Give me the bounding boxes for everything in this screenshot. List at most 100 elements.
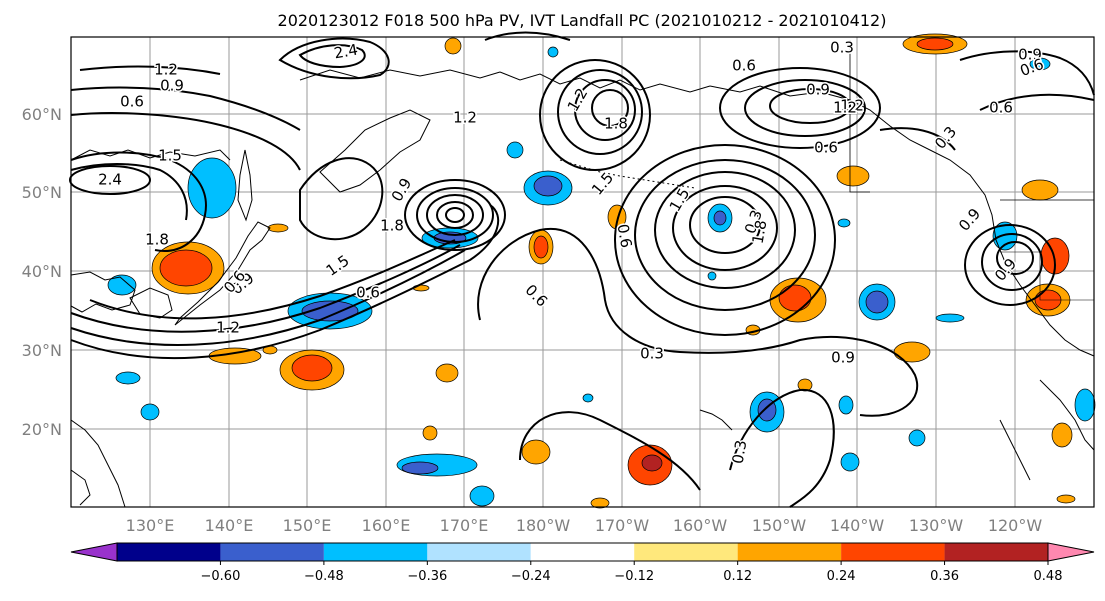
ivt-negative-region bbox=[140, 403, 160, 421]
pv-trough-west-1 bbox=[70, 151, 207, 252]
lat-label: 40°N bbox=[22, 262, 62, 281]
lon-label: 120°W bbox=[988, 516, 1043, 535]
ivt-positive-region bbox=[267, 223, 289, 233]
lon-label: 140°E bbox=[205, 516, 254, 535]
colorbar-extend-min bbox=[70, 542, 118, 562]
ivt-negative-core bbox=[301, 300, 359, 322]
colorbar-extend-max bbox=[1047, 542, 1095, 562]
ivt-negative-region bbox=[908, 429, 926, 447]
colorbar-tick-label: 0.24 bbox=[827, 569, 856, 584]
contour-label: 0.9 bbox=[806, 81, 830, 99]
contour-label: 0.6 bbox=[989, 99, 1013, 117]
lon-label: 170°W bbox=[595, 516, 650, 535]
pv-contours bbox=[69, 31, 1095, 508]
contour-label: 0.3 bbox=[830, 39, 854, 57]
pv-contour-0.3-southeast bbox=[729, 388, 835, 508]
us-state-borders bbox=[1000, 251, 1094, 301]
colorbar-tick-label: −0.60 bbox=[201, 569, 241, 584]
contour-label: 0.3 bbox=[640, 345, 664, 363]
ivt-negative-region bbox=[935, 313, 965, 323]
pv-contour-1.5 bbox=[89, 239, 456, 320]
pv-gulf-low-1 bbox=[614, 144, 836, 336]
colorbar-cell bbox=[737, 543, 842, 561]
pv-cutoff-low-5 bbox=[445, 207, 465, 223]
latitude-labels: 60°N 50°N 40°N 30°N 20°N bbox=[22, 105, 62, 439]
contour-label: 0.6 bbox=[732, 57, 756, 75]
pv-cutoff-low-2 bbox=[416, 187, 494, 243]
pv-alaska-low-1 bbox=[719, 67, 881, 149]
lon-label: 150°W bbox=[752, 516, 807, 535]
lon-label: 170°E bbox=[440, 516, 489, 535]
philippines-coastline bbox=[70, 419, 126, 508]
ivt-negative-core bbox=[713, 210, 727, 226]
colorbar-tick-labels: −0.60 −0.48 −0.36 −0.24 −0.12 0.12 0.24 0.36 0.4… bbox=[201, 561, 1062, 584]
ivt-negative-region bbox=[840, 452, 860, 472]
pv-cutoff-low-4 bbox=[436, 201, 474, 229]
pv-bering-low-3 bbox=[574, 79, 636, 141]
pv-ridge-kamchatka bbox=[299, 157, 384, 241]
contour-label: 0.9 bbox=[160, 77, 184, 95]
pv-bering-low-2 bbox=[557, 69, 643, 155]
pv-center-2.4 bbox=[69, 165, 151, 195]
alaska-canada-border bbox=[849, 40, 870, 193]
lon-label: 130°W bbox=[909, 516, 964, 535]
pv-contour-0.6 bbox=[70, 204, 500, 360]
colorbar-cell bbox=[634, 543, 738, 561]
contour-label: 1.2 bbox=[453, 109, 477, 127]
contour-label: 1.2 bbox=[216, 319, 240, 337]
map-panel: 2.41.20.90.61.52.41.80.91.81.50.61.20.60… bbox=[69, 31, 1096, 509]
ivt-positive-region bbox=[893, 341, 931, 363]
pv-bering-low-4 bbox=[591, 89, 629, 127]
colorbar-cell bbox=[427, 543, 531, 561]
colorbar-cell bbox=[323, 543, 428, 561]
figure-title: 2020123012 F018 500 hPa PV, IVT Landfall… bbox=[278, 11, 887, 30]
pv-contour-1.2 bbox=[70, 244, 461, 333]
pv-california-low-1 bbox=[964, 224, 1056, 306]
ivt-positive-core bbox=[159, 249, 213, 287]
ivt-negative-region bbox=[1029, 57, 1051, 71]
contour-label: 1.2 bbox=[833, 99, 857, 117]
contour-label: 1.8 bbox=[604, 115, 628, 133]
ivt-positive-region bbox=[521, 439, 551, 465]
lat-label: 20°N bbox=[22, 420, 62, 439]
colorbar-tick-label: −0.24 bbox=[511, 569, 551, 584]
pv-trough-west-2 bbox=[70, 163, 188, 221]
pv-cutoff-low-3 bbox=[426, 194, 484, 236]
pv-bering-low-1 bbox=[539, 59, 651, 171]
ivt-negative-region bbox=[506, 141, 524, 159]
pv-gulf-low-3 bbox=[654, 171, 796, 289]
pv-contour-0.3-middle bbox=[477, 227, 918, 417]
colorbar-tick-label: −0.48 bbox=[304, 569, 344, 584]
pv-alaska-low-3 bbox=[769, 88, 851, 124]
lat-label: 50°N bbox=[22, 183, 62, 202]
map-frame bbox=[70, 36, 1095, 508]
ivt-negative-region bbox=[707, 271, 717, 281]
contour-label: 0.3 bbox=[729, 439, 751, 466]
bering-coastline bbox=[499, 71, 711, 93]
siberia-coastline bbox=[299, 69, 501, 81]
colorbar-cell bbox=[944, 543, 1048, 561]
japan-coastline bbox=[174, 221, 271, 326]
contour-label: 1.5 bbox=[158, 147, 182, 165]
pv-north-low-2 bbox=[298, 44, 366, 69]
sakhalin-coastline bbox=[237, 149, 253, 222]
longitude-labels: 130°E 140°E 150°E 160°E 170°E 180°W 170°… bbox=[126, 516, 1043, 535]
pv-contour-0.3-south bbox=[519, 411, 701, 491]
baja-coastline bbox=[999, 419, 1031, 481]
lon-label: 130°E bbox=[126, 516, 175, 535]
ivt-negative-region bbox=[547, 46, 559, 58]
contour-label: 2.4 bbox=[98, 171, 122, 189]
lat-label: 30°N bbox=[22, 341, 62, 360]
mexico-coastline bbox=[1039, 379, 1095, 451]
lon-label: 150°E bbox=[283, 516, 332, 535]
ivt-negative-region bbox=[837, 218, 851, 228]
pv-contour-0.6-north bbox=[70, 112, 301, 171]
ivt-positive-core bbox=[916, 37, 954, 51]
contour-label: 1.2 bbox=[154, 61, 178, 79]
colorbar-tick-label: −0.12 bbox=[614, 569, 654, 584]
pv-gulf-low-4 bbox=[672, 185, 778, 271]
asia-coastline bbox=[70, 149, 231, 161]
ivt-negative-core bbox=[865, 290, 889, 314]
graticule bbox=[71, 37, 1094, 507]
contour-label: 0.6 bbox=[356, 284, 380, 302]
